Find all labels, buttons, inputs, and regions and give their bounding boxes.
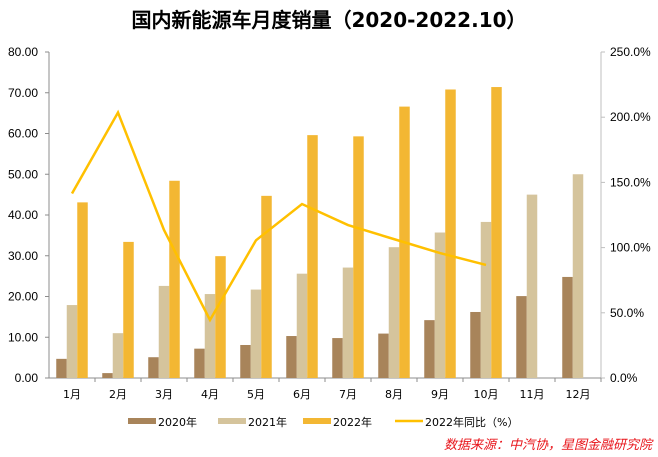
left-axis-tick-label: 70.00 [8,86,38,100]
bar-2020-5 [240,344,251,378]
bar-2022-3 [169,180,180,378]
bar-2022-5 [261,195,272,378]
left-axis-tick-label: 30.00 [8,249,38,263]
bar-2020-9 [424,320,435,378]
bar-2021-2 [112,333,124,378]
x-axis-tick-label: 11月 [520,388,545,401]
bar-2021-5 [250,289,262,378]
bar-2021-8 [388,247,400,378]
bar-2021-9 [434,232,446,378]
bar-2020-12 [562,276,573,378]
line-series [70,109,487,323]
right-axis-tick-label: 50.0% [610,306,644,320]
bar-2022-2 [123,241,134,378]
x-axis-tick-label: 2月 [109,388,127,401]
left-axis-tick-label: 20.00 [8,290,38,304]
bar-2022-10 [491,87,502,379]
source-note: 数据来源：中汽协，星图金融研究院 [443,438,652,453]
x-axis-tick-label: 9月 [431,388,449,401]
bar-2020-7 [332,338,343,378]
bar-2020-6 [286,336,297,378]
x-axis-tick-label: 7月 [339,388,357,401]
bar-2021-12 [572,174,584,378]
bar-2020-4 [194,348,205,378]
bar-2022-6 [307,135,318,378]
legend-label-1: 2021年 [248,415,287,429]
axis-labels: 0.00 10.00 20.00 30.00 40.00 50.00 60.00 70.00 8… [8,45,651,401]
right-axis-tick-label: 150.0% [610,175,651,189]
left-axis-tick-label: 0.00 [15,371,39,385]
bar-2021-3 [158,285,170,378]
bar-2020-2 [102,373,113,378]
bar-2020-1 [56,358,67,378]
x-axis-tick-label: 10月 [474,388,499,401]
x-axis-tick-label: 6月 [293,388,311,401]
bar-2020-10 [470,311,481,378]
bar-2021-11 [526,194,538,378]
chart-title: 国内新能源车月度销量（2020-2022.10） [131,8,527,32]
right-axis-tick-label: 100.0% [610,241,651,255]
x-axis-tick-label: 3月 [155,388,173,401]
x-axis-tick-label: 12月 [566,388,591,401]
legend-label-2: 2022年 [333,415,372,429]
x-axis-tick-label: 4月 [201,388,219,401]
bar-2021-10 [480,221,492,378]
bar-2020-11 [516,296,527,378]
yoy-line [70,109,487,323]
bar-2021-1 [66,305,78,378]
right-axis-tick-label: 0.0% [610,371,638,385]
bar-2021-4 [204,294,216,378]
x-axis-tick-label: 1月 [63,388,81,401]
bars [56,87,584,379]
x-axis-tick-label: 5月 [247,388,265,401]
x-axis-tick-label: 8月 [385,388,403,401]
left-axis-tick-label: 50.00 [8,167,38,181]
bar-2022-4 [215,256,226,378]
left-axis-tick-label: 60.00 [8,127,38,141]
left-axis-tick-label: 80.00 [8,45,38,59]
bar-2022-9 [445,89,456,379]
bar-2022-7 [353,136,364,378]
left-axis-tick-label: 40.00 [8,208,38,222]
legend-label-3: 2022年同比（%） [425,415,518,429]
legend-label-0: 2020年 [158,415,197,429]
legend-swatch-2 [303,418,331,424]
bar-2021-7 [342,267,354,378]
legend-swatch-0 [128,418,156,424]
bar-2022-1 [77,202,88,378]
bar-2020-3 [148,357,159,378]
axes [45,51,605,382]
bar-2021-6 [296,273,308,378]
right-axis-tick-label: 250.0% [610,45,651,59]
left-axis-tick-label: 10.00 [8,330,38,344]
legend-swatch-1 [218,418,246,424]
bar-2020-8 [378,333,389,378]
legend: 2020年 2021年 2022年 2022年同比（%） [128,415,518,429]
right-axis-tick-label: 200.0% [610,110,651,124]
